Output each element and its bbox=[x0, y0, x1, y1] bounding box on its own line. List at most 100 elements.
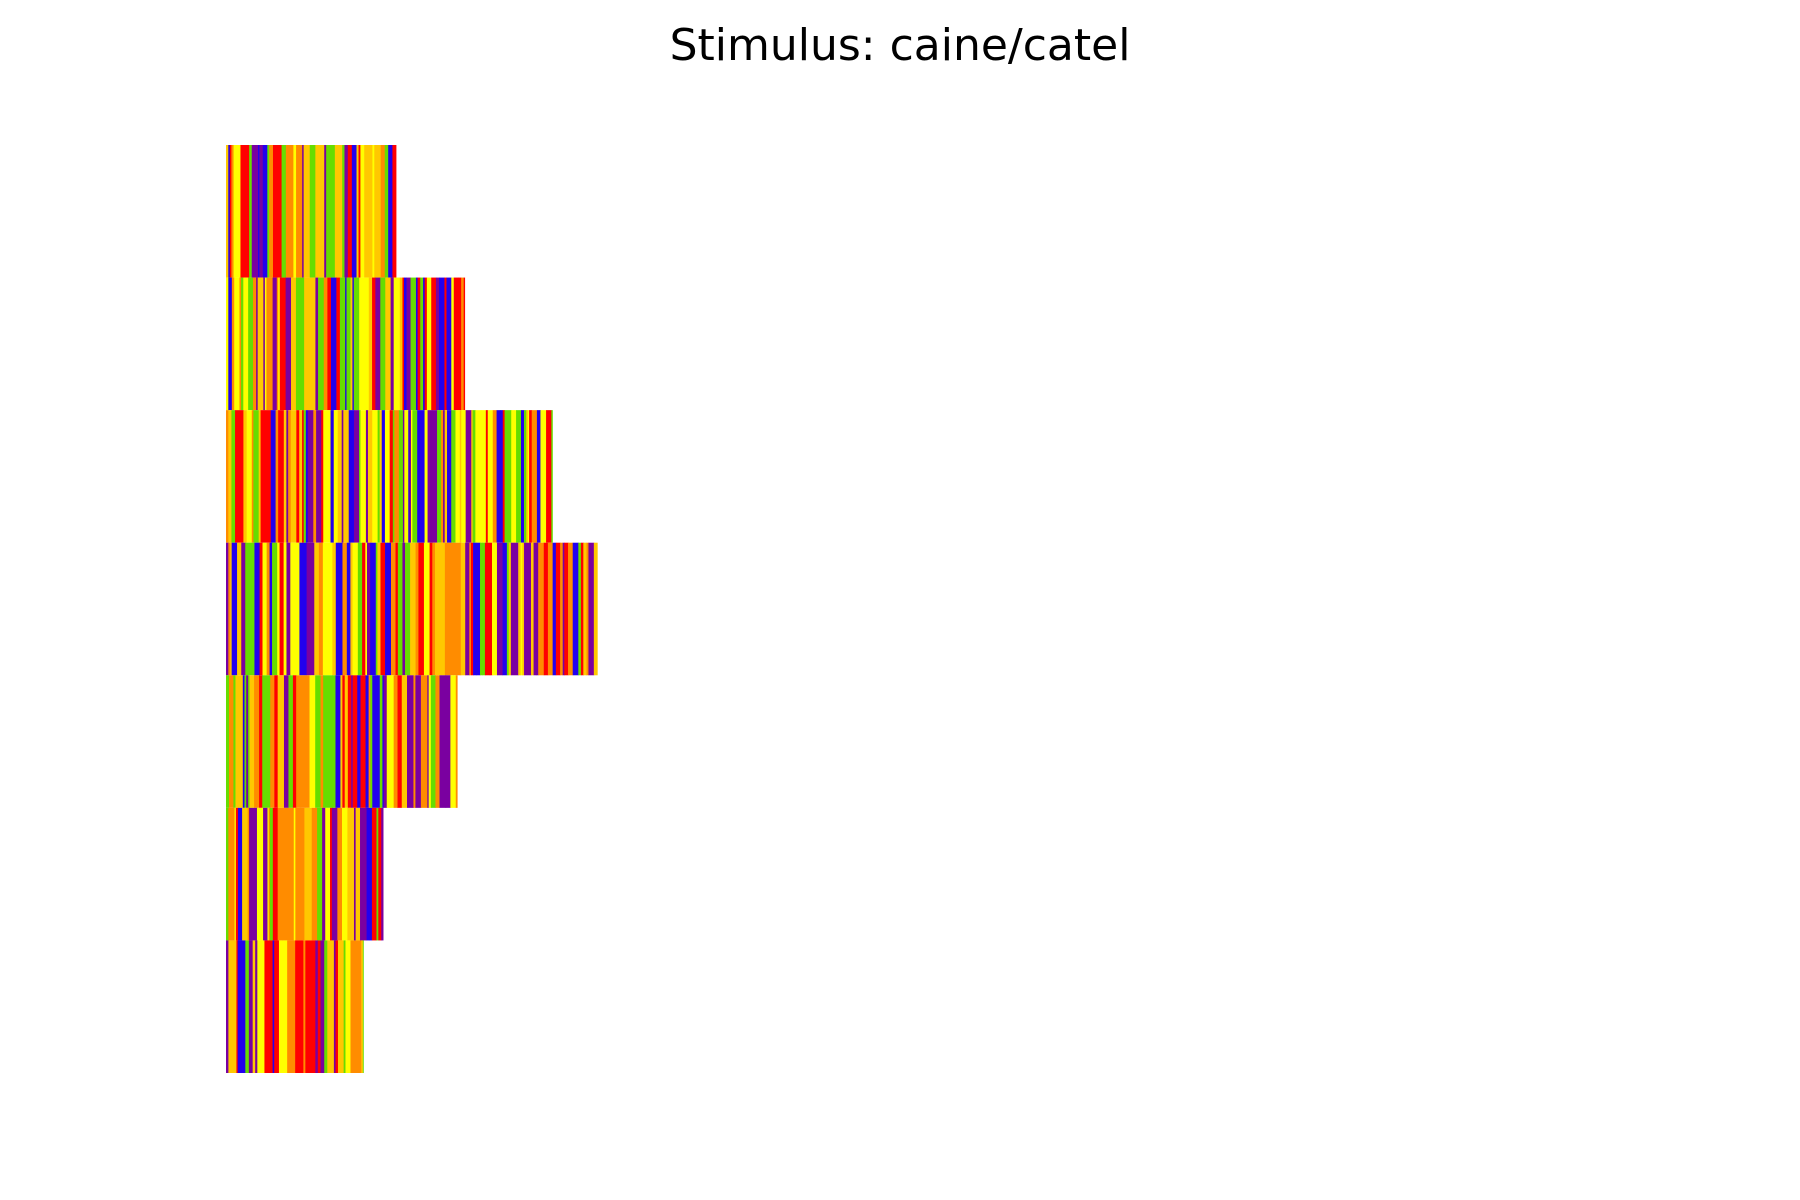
stripe bbox=[274, 675, 279, 808]
stripe bbox=[508, 542, 512, 676]
stripe bbox=[245, 542, 255, 676]
stripe bbox=[368, 277, 373, 411]
stripe bbox=[269, 807, 274, 941]
stripe bbox=[397, 675, 403, 808]
stripe bbox=[538, 542, 545, 676]
stripe bbox=[322, 807, 326, 941]
stripe bbox=[318, 277, 325, 411]
stripe bbox=[530, 542, 534, 676]
stripe bbox=[379, 410, 383, 543]
stripe bbox=[228, 145, 231, 278]
stripe bbox=[443, 410, 446, 543]
stripe bbox=[514, 410, 517, 543]
stripe bbox=[254, 675, 260, 808]
stripe bbox=[235, 675, 244, 808]
stripe bbox=[375, 542, 378, 676]
stripe bbox=[226, 940, 229, 1073]
stripe bbox=[372, 675, 379, 808]
stripe bbox=[264, 277, 267, 411]
stripe bbox=[420, 277, 424, 411]
stripe bbox=[231, 277, 235, 411]
stripe bbox=[369, 807, 373, 941]
stripe bbox=[237, 940, 243, 1073]
stripe bbox=[418, 410, 425, 543]
stripe bbox=[261, 940, 265, 1073]
stripe bbox=[329, 145, 336, 278]
stripe bbox=[341, 410, 344, 543]
stripe bbox=[310, 542, 315, 676]
stripe bbox=[453, 277, 459, 411]
stripe bbox=[248, 940, 254, 1073]
stripe bbox=[437, 410, 442, 543]
stripe bbox=[269, 145, 274, 278]
stripe bbox=[228, 807, 235, 941]
stripe bbox=[231, 145, 234, 278]
stripe bbox=[367, 145, 373, 278]
stripe bbox=[226, 542, 229, 676]
stimulus-row-2 bbox=[226, 277, 466, 411]
stripe bbox=[322, 542, 333, 676]
stripe bbox=[485, 410, 489, 543]
stripe bbox=[266, 277, 271, 411]
stripe bbox=[440, 410, 444, 543]
stripe bbox=[520, 410, 525, 543]
stripe bbox=[267, 807, 270, 941]
stripe bbox=[332, 940, 335, 1073]
stripe bbox=[239, 277, 242, 411]
stripe bbox=[472, 410, 476, 543]
stripe bbox=[427, 675, 430, 808]
stripe bbox=[342, 542, 348, 676]
stripe bbox=[270, 675, 275, 808]
stripe bbox=[377, 410, 380, 543]
stripe bbox=[303, 940, 306, 1073]
stripe bbox=[290, 410, 297, 543]
stripe bbox=[397, 542, 403, 676]
stripe bbox=[324, 145, 327, 278]
stripe bbox=[347, 675, 352, 808]
stripe bbox=[335, 542, 343, 676]
stripe bbox=[480, 542, 483, 676]
stripe bbox=[384, 145, 389, 278]
stripe bbox=[367, 410, 373, 543]
stripe bbox=[380, 277, 386, 411]
stripe bbox=[337, 940, 345, 1073]
stripe bbox=[455, 675, 458, 808]
stripe bbox=[277, 675, 285, 808]
stripe bbox=[315, 277, 319, 411]
stripe bbox=[253, 145, 259, 278]
stripe bbox=[272, 277, 278, 411]
stripe bbox=[276, 145, 282, 278]
stripe bbox=[529, 410, 533, 543]
stripe bbox=[418, 542, 425, 676]
stripe bbox=[392, 145, 397, 278]
stripe bbox=[469, 542, 472, 676]
stripe bbox=[272, 145, 278, 278]
stripe bbox=[228, 940, 237, 1073]
stripe bbox=[296, 675, 301, 808]
stripe bbox=[256, 807, 264, 941]
stripe bbox=[415, 277, 418, 411]
stripe bbox=[300, 675, 306, 808]
stripe bbox=[237, 807, 243, 941]
stripe bbox=[543, 542, 549, 676]
stripe bbox=[278, 277, 281, 411]
stripe bbox=[305, 675, 310, 808]
stripe bbox=[424, 410, 428, 543]
stripe bbox=[470, 542, 474, 676]
stripe bbox=[317, 807, 323, 941]
stripe bbox=[437, 542, 442, 676]
stripe bbox=[450, 675, 457, 808]
stripe bbox=[253, 277, 257, 411]
stripe bbox=[411, 675, 414, 808]
stripe bbox=[344, 675, 349, 808]
stripe bbox=[236, 145, 241, 278]
stripe bbox=[285, 145, 289, 278]
stripe bbox=[229, 675, 234, 808]
stripe bbox=[380, 145, 386, 278]
stripe bbox=[401, 675, 408, 808]
stripe bbox=[295, 940, 304, 1073]
stripe bbox=[338, 675, 341, 808]
stripe bbox=[380, 542, 386, 676]
stripe bbox=[391, 542, 396, 676]
stripe bbox=[459, 410, 462, 543]
